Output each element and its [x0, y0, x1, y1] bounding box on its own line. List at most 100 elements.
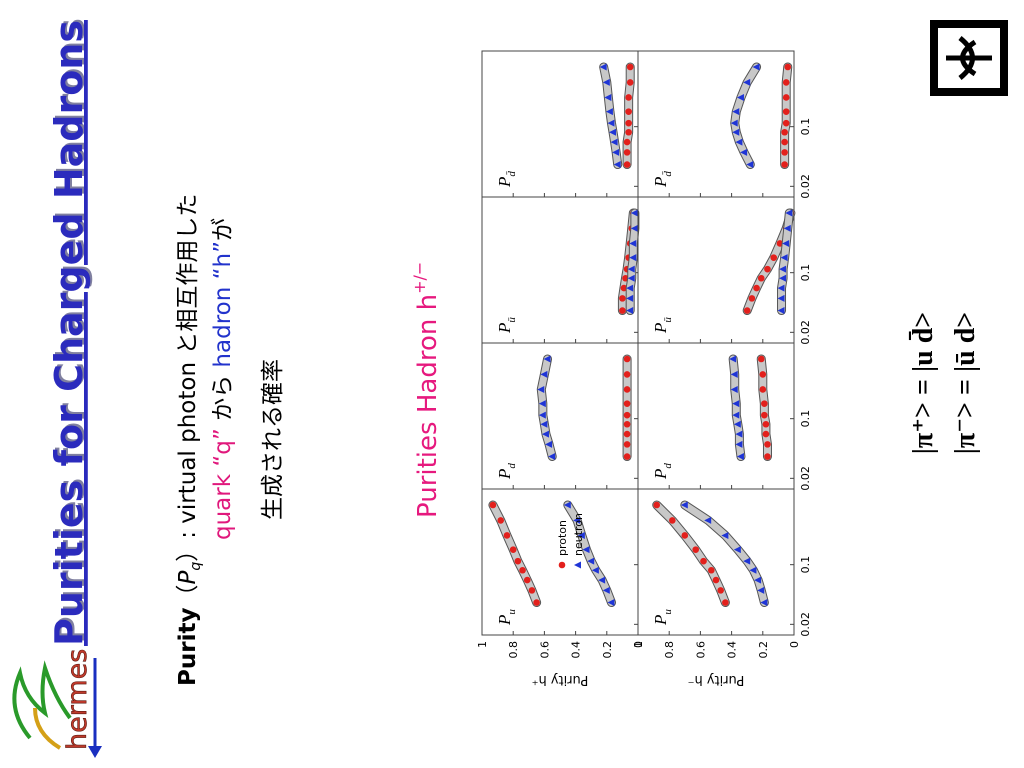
panel-label: Pu	[651, 609, 674, 626]
point	[721, 531, 729, 539]
point	[613, 161, 621, 169]
point	[733, 546, 741, 554]
y-tick-label: 0.2	[601, 641, 614, 659]
logo-swoosh	[12, 660, 72, 740]
point	[626, 307, 634, 315]
point	[781, 149, 788, 156]
point	[782, 79, 790, 86]
point	[736, 93, 744, 101]
point	[503, 532, 511, 539]
point	[704, 516, 712, 524]
point	[732, 400, 740, 408]
lab-logo	[930, 20, 1008, 96]
point	[746, 161, 754, 169]
point	[620, 284, 628, 292]
point	[629, 239, 637, 247]
point	[754, 576, 762, 584]
point	[623, 149, 631, 156]
definition-text: が	[210, 218, 236, 241]
y-tick-label: 0.8	[507, 641, 520, 659]
figure-title-sup: +/−	[410, 262, 429, 294]
point	[730, 370, 738, 378]
point	[777, 284, 785, 292]
point	[629, 254, 637, 262]
point	[489, 501, 497, 509]
point	[630, 209, 638, 217]
point	[543, 355, 551, 363]
point	[577, 531, 585, 539]
point	[599, 63, 607, 71]
panel-label-sub: d	[662, 463, 674, 469]
point	[612, 148, 620, 156]
x-tick-label: 0.02	[799, 466, 812, 491]
point	[537, 385, 545, 393]
point	[759, 371, 767, 378]
panel-label-p: P	[651, 615, 670, 626]
point	[519, 566, 526, 574]
point	[749, 566, 757, 574]
point	[700, 557, 707, 565]
y-tick-label: 0.6	[694, 641, 707, 659]
point	[770, 254, 778, 261]
point	[623, 411, 631, 419]
y-tick-label: 0.6	[538, 641, 551, 659]
point	[538, 400, 546, 408]
point	[779, 265, 787, 273]
point	[717, 587, 724, 594]
symbol: P	[175, 571, 201, 585]
figure-title: Purities Hadron h+/−	[410, 262, 443, 518]
definition-line: 生成される確率	[260, 359, 286, 520]
point	[623, 420, 631, 428]
point	[605, 108, 613, 116]
point	[625, 119, 632, 127]
point	[762, 420, 770, 428]
definition-line: quark “q” から hadron “h”が	[210, 218, 236, 540]
x-tick-label: 0.02	[799, 320, 812, 345]
point	[626, 63, 634, 71]
panel-label: Pd̄	[495, 171, 518, 188]
panel-label: Pd	[495, 463, 518, 480]
point	[623, 400, 631, 407]
point	[780, 254, 788, 262]
point	[563, 501, 571, 509]
point	[764, 265, 771, 273]
point	[764, 453, 771, 460]
point	[626, 284, 634, 292]
point	[538, 411, 546, 419]
point	[598, 576, 606, 584]
point	[625, 94, 632, 101]
point	[626, 294, 634, 302]
legend-marker	[574, 561, 581, 569]
panel-frame	[637, 50, 795, 198]
point	[730, 119, 738, 127]
panel-label-sub: d	[506, 463, 518, 469]
x-tick-label: 0.1	[799, 556, 812, 574]
y-tick-label: 1	[476, 641, 489, 648]
point	[785, 209, 793, 217]
y-tick-label: 0.2	[757, 641, 770, 659]
point	[540, 370, 548, 378]
point	[623, 441, 631, 448]
y-tick-label: 0.4	[726, 641, 739, 659]
point	[625, 128, 632, 136]
point	[779, 274, 787, 282]
formula: |π⁺> = |u d̄>	[908, 312, 939, 454]
point	[591, 566, 599, 574]
point	[573, 516, 581, 524]
point	[708, 566, 715, 574]
legend-label: neutron	[572, 513, 585, 556]
point	[607, 119, 615, 127]
point	[540, 420, 548, 428]
point	[777, 294, 785, 302]
term: Purity	[175, 608, 201, 686]
x-tick-label: 0.1	[799, 118, 812, 136]
hermes-logo: hermes	[12, 648, 102, 758]
point	[623, 138, 631, 146]
point	[777, 307, 785, 315]
point	[782, 239, 790, 247]
panel-label-sub: ū	[506, 317, 518, 323]
point	[541, 430, 549, 438]
point	[712, 576, 720, 584]
figure-title-text: Purities Hadron h	[413, 294, 443, 518]
